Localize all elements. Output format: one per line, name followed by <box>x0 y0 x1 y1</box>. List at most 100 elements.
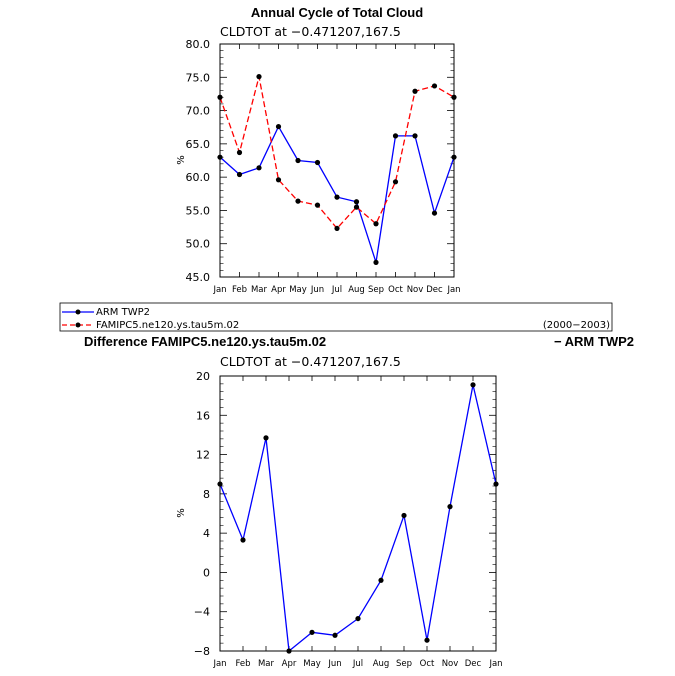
legend-period: (2000−2003) <box>543 320 610 331</box>
chart1-ytick-label: 60.0 <box>186 171 211 184</box>
chart1-ytick-label: 45.0 <box>186 271 211 284</box>
chart2-series-1-point <box>240 537 246 543</box>
chart1-series-2-point <box>392 179 399 185</box>
chart2-xtick-label: May <box>303 659 321 669</box>
chart1-plot-frame <box>219 43 455 278</box>
chart1-series-1-point <box>373 259 379 265</box>
chart1-ytick-label: 80.0 <box>186 38 211 51</box>
chart2-title: Difference FAMIPC5.ne120.ys.tau5m.02 <box>84 334 326 349</box>
chart1-series-1-point <box>314 159 321 166</box>
chart2-series-1-point <box>217 481 223 487</box>
chart1-series-1-point <box>412 133 418 139</box>
chart1-series-2-point <box>373 221 379 227</box>
chart2-series-1-point <box>424 637 430 643</box>
chart1-xtick-label: Oct <box>388 285 403 295</box>
chart2-xtick-label: Nov <box>442 659 459 669</box>
chart1-subtitle: CLDTOT at −0.471207,167.5 <box>220 24 401 39</box>
chart1-series-2-point <box>314 202 321 208</box>
legend-box <box>59 302 613 332</box>
chart2-xtick-label: Aug <box>373 659 390 669</box>
chart1-xtick-label: Jul <box>331 285 342 295</box>
chart1-series-1-point <box>451 154 457 160</box>
chart2-ytick-label: 20 <box>196 370 210 383</box>
chart1-xtick-label: Sep <box>368 285 384 295</box>
chart2-ytick-label: 8 <box>203 488 210 501</box>
chart1-series-1-point <box>217 154 223 160</box>
chart1-series-2-point <box>295 198 301 204</box>
chart2-xtick-label: Dec <box>465 659 482 669</box>
chart2-xtick-label: Jan <box>212 659 226 669</box>
chart1-series-2-point <box>217 94 223 100</box>
chart1-title: Annual Cycle of Total Cloud <box>251 5 423 20</box>
chart1-xtick-label: Jun <box>310 285 324 295</box>
legend-marker-model <box>75 322 81 328</box>
chart2-xtick-label: Sep <box>396 659 412 669</box>
legend-marker-arm <box>75 309 81 315</box>
chart1-xtick-label: Nov <box>407 285 424 295</box>
chart2-ytick-label: 4 <box>203 527 210 540</box>
chart1-ytick-label: 70.0 <box>186 105 211 118</box>
chart2-title-right: − ARM TWP2 <box>554 334 634 349</box>
chart2-series-group <box>217 382 499 654</box>
difference-chart: Difference FAMIPC5.ne120.ys.tau5m.02 − A… <box>84 334 634 669</box>
chart1-ticks: Jan Feb Mar Apr May Jun Jul Aug Sep Oct Nov Dec Jan4… <box>186 38 461 295</box>
chart2-series-1-point <box>493 481 499 487</box>
chart2-ytick-label: −4 <box>194 606 210 619</box>
chart1-series-1-point <box>431 210 438 216</box>
chart2-xtick-label: Jun <box>327 659 341 669</box>
chart2-xtick-label: Oct <box>420 659 435 669</box>
chart2-series-1-point <box>378 577 384 583</box>
chart1-series-1-point <box>353 199 360 205</box>
chart2-ytick-label: 12 <box>196 449 210 462</box>
chart1-series-2-point <box>412 88 418 94</box>
chart2-ytick-label: −8 <box>194 645 210 658</box>
chart2-xtick-label: Jul <box>352 659 363 669</box>
chart1-series-1-point <box>275 123 282 130</box>
chart1-xtick-label: Dec <box>426 285 443 295</box>
chart2-xtick-label: Jan <box>488 659 502 669</box>
chart2-series-1-point <box>263 435 269 441</box>
chart2-series-1-point <box>332 632 338 638</box>
chart1-series-2-point <box>256 74 262 80</box>
chart1-series-2-point <box>236 149 243 156</box>
chart1-ytick-label: 55.0 <box>186 204 211 217</box>
chart2-y-axis-label: % <box>176 508 187 518</box>
chart1-ytick-label: 50.0 <box>186 238 211 251</box>
chart1-y-axis-label: % <box>176 155 187 165</box>
chart1-series-2-point <box>334 225 340 232</box>
legend-label-arm: ARM TWP2 <box>96 307 150 318</box>
chart1-xtick-label: Apr <box>271 285 286 295</box>
chart2-plot-frame <box>219 375 497 652</box>
chart2-series-1-point <box>447 504 453 510</box>
chart1-xtick-label: Aug <box>348 285 365 295</box>
chart1-series-2-point <box>275 177 282 183</box>
chart1-series-2-point <box>451 94 457 100</box>
chart2-series-line-1 <box>219 384 497 653</box>
chart1-series-1-point <box>256 165 262 171</box>
chart2-xtick-label: Apr <box>282 659 297 669</box>
chart1-series-1-point <box>236 171 243 178</box>
chart2-ytick-label: 16 <box>196 409 210 422</box>
chart1-series-line-1 <box>219 125 455 263</box>
chart1-series-2-point <box>353 204 360 210</box>
chart2-ticks: Jan Feb Mar Apr May Jun Jul Aug Sep Oct Nov Dec Jan−… <box>194 370 503 669</box>
chart1-ytick-label: 75.0 <box>186 71 211 84</box>
chart1-series-1-point <box>334 194 340 200</box>
chart1-xtick-label: Jan <box>212 285 226 295</box>
chart2-xtick-label: Mar <box>258 659 275 669</box>
chart2-series-1-point <box>286 648 292 654</box>
chart2-series-1-point <box>401 512 407 519</box>
chart1-series-2-point <box>431 83 438 89</box>
legend: ARM TWP2 FAMIPC5.ne120.ys.tau5m.02 (2000… <box>59 302 613 332</box>
chart1-series-1-point <box>295 157 301 164</box>
chart2-series-1-point <box>309 629 315 635</box>
annual-cycle-chart: Annual Cycle of Total Cloud CLDTOT at −0… <box>176 5 461 295</box>
chart1-xtick-label: Jan <box>446 285 460 295</box>
chart2-series-1-point <box>470 382 476 388</box>
legend-label-model: FAMIPC5.ne120.ys.tau5m.02 <box>96 320 239 331</box>
chart1-xtick-label: Mar <box>251 285 268 295</box>
chart1-xtick-label: Feb <box>232 285 247 295</box>
chart1-xtick-label: May <box>289 285 307 295</box>
chart1-ytick-label: 65.0 <box>186 138 211 151</box>
chart2-subtitle: CLDTOT at −0.471207,167.5 <box>220 354 401 369</box>
